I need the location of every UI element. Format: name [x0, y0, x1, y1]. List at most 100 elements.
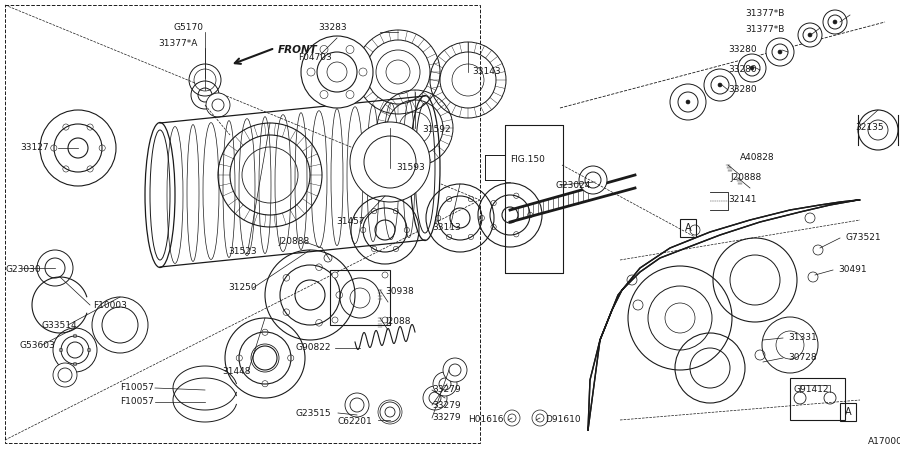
- Bar: [680, 219, 696, 237]
- Text: 31592: 31592: [422, 126, 451, 135]
- Circle shape: [803, 28, 817, 42]
- Circle shape: [385, 407, 395, 417]
- Text: J20888: J20888: [730, 174, 761, 183]
- Text: G33514: G33514: [42, 320, 77, 329]
- Text: 30728: 30728: [788, 354, 816, 363]
- Circle shape: [766, 38, 794, 66]
- Text: 31523: 31523: [228, 248, 256, 256]
- Text: H01616: H01616: [468, 415, 503, 424]
- Bar: [505, 125, 563, 273]
- Text: J20888: J20888: [278, 238, 310, 247]
- Circle shape: [508, 414, 516, 422]
- Circle shape: [798, 23, 822, 47]
- Text: J2088: J2088: [385, 318, 410, 327]
- Circle shape: [423, 386, 447, 410]
- Circle shape: [750, 66, 754, 70]
- Text: A: A: [845, 407, 851, 417]
- Text: G91412: G91412: [793, 386, 829, 395]
- Text: A170001358: A170001358: [868, 437, 900, 446]
- Circle shape: [350, 398, 364, 412]
- Text: 33113: 33113: [432, 224, 461, 233]
- Circle shape: [345, 393, 369, 417]
- Circle shape: [212, 99, 224, 111]
- Text: G90822: G90822: [295, 343, 330, 352]
- Circle shape: [778, 50, 782, 54]
- Circle shape: [382, 272, 388, 278]
- Bar: [790, 378, 845, 420]
- Circle shape: [301, 36, 373, 108]
- Circle shape: [858, 110, 898, 150]
- Text: D91610: D91610: [545, 415, 580, 424]
- Text: 33280: 33280: [728, 45, 757, 54]
- Text: 31331: 31331: [788, 333, 817, 342]
- Circle shape: [718, 83, 722, 87]
- Text: G73521: G73521: [845, 234, 880, 243]
- Text: 31377*B: 31377*B: [745, 9, 785, 18]
- Bar: [330, 270, 390, 325]
- Circle shape: [744, 60, 760, 76]
- Text: 30491: 30491: [838, 266, 867, 274]
- Text: F10057: F10057: [120, 383, 154, 392]
- Text: 31377*B: 31377*B: [745, 26, 785, 35]
- Circle shape: [704, 69, 736, 101]
- Text: G23515: G23515: [295, 409, 330, 418]
- Circle shape: [439, 378, 451, 390]
- Circle shape: [429, 392, 441, 404]
- Circle shape: [808, 33, 812, 37]
- Text: 31377*A: 31377*A: [158, 40, 198, 49]
- Text: 31250: 31250: [228, 284, 256, 292]
- Circle shape: [206, 93, 230, 117]
- Circle shape: [37, 250, 73, 286]
- Text: 33127: 33127: [20, 144, 49, 153]
- Text: 33279: 33279: [432, 414, 461, 423]
- Circle shape: [332, 317, 338, 323]
- Circle shape: [102, 307, 138, 343]
- Circle shape: [711, 76, 729, 94]
- Text: A: A: [685, 223, 691, 233]
- Text: 32135: 32135: [855, 123, 884, 132]
- Circle shape: [443, 358, 467, 382]
- Circle shape: [364, 136, 416, 188]
- Text: 30938: 30938: [385, 288, 414, 297]
- Circle shape: [350, 122, 430, 202]
- Circle shape: [678, 92, 698, 112]
- Circle shape: [823, 10, 847, 34]
- Text: F10057: F10057: [120, 397, 154, 406]
- Circle shape: [833, 20, 837, 24]
- Text: 33279: 33279: [432, 400, 461, 410]
- Text: 33143: 33143: [472, 68, 500, 76]
- Text: A40828: A40828: [740, 153, 775, 162]
- Text: 31593: 31593: [396, 163, 425, 172]
- Text: 32141: 32141: [728, 195, 757, 204]
- Circle shape: [317, 52, 357, 92]
- Circle shape: [536, 414, 544, 422]
- Circle shape: [585, 172, 601, 188]
- Text: 33279: 33279: [432, 386, 461, 395]
- Circle shape: [738, 54, 766, 82]
- Circle shape: [53, 363, 77, 387]
- Text: G23030: G23030: [5, 266, 40, 274]
- Ellipse shape: [410, 95, 440, 240]
- Circle shape: [58, 368, 72, 382]
- Circle shape: [772, 44, 788, 60]
- Text: 33280: 33280: [728, 86, 757, 94]
- Circle shape: [579, 166, 607, 194]
- Circle shape: [382, 317, 388, 323]
- Text: F10003: F10003: [93, 301, 127, 310]
- Ellipse shape: [145, 122, 175, 267]
- Circle shape: [92, 297, 148, 353]
- Polygon shape: [588, 200, 860, 430]
- Text: FIG.150: FIG.150: [510, 156, 544, 165]
- Circle shape: [380, 402, 400, 422]
- Circle shape: [504, 410, 520, 426]
- Text: 31448: 31448: [222, 368, 250, 377]
- Text: F04703: F04703: [298, 53, 332, 62]
- Circle shape: [433, 372, 457, 396]
- Circle shape: [45, 258, 65, 278]
- Text: FRONT: FRONT: [278, 45, 318, 55]
- Circle shape: [670, 84, 706, 120]
- Circle shape: [191, 81, 219, 109]
- Bar: [840, 403, 856, 421]
- Text: 33280: 33280: [728, 66, 757, 75]
- Circle shape: [686, 100, 690, 104]
